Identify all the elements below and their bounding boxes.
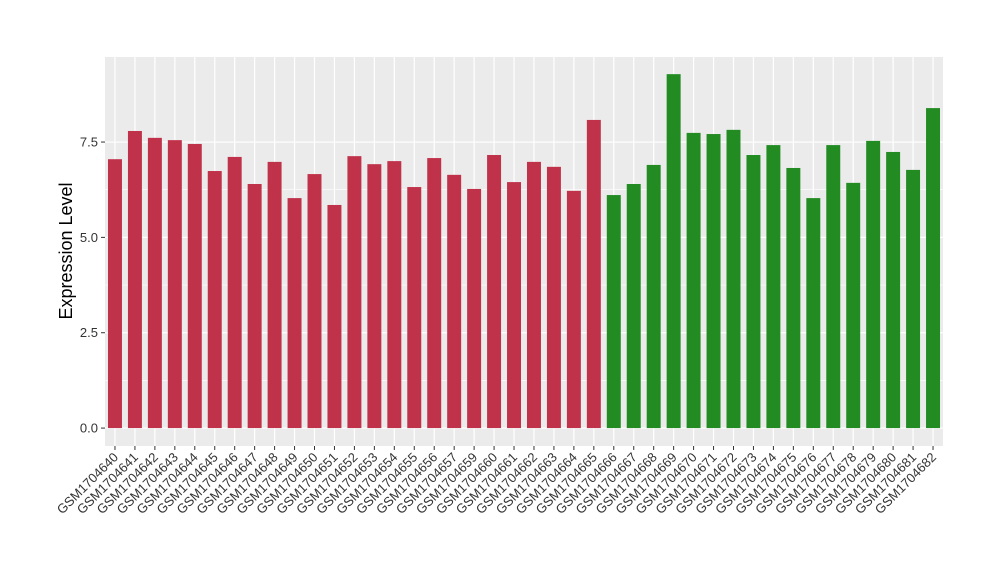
bar — [407, 187, 422, 429]
bar — [327, 204, 342, 429]
bar — [826, 145, 841, 429]
bar — [267, 161, 282, 429]
bar — [207, 171, 222, 429]
y-tick-label: 0.0 — [80, 421, 98, 436]
bar — [367, 164, 382, 429]
bar — [686, 132, 701, 429]
bar — [467, 188, 482, 429]
bar — [726, 129, 741, 429]
bar — [866, 140, 881, 429]
bar — [487, 155, 502, 429]
bar — [447, 174, 462, 429]
y-tick-label: 2.5 — [80, 325, 98, 340]
bar — [886, 151, 901, 429]
bar — [646, 164, 661, 429]
bar — [546, 166, 561, 429]
bar — [227, 156, 242, 429]
bar — [906, 169, 921, 429]
bar — [566, 190, 581, 429]
bar — [926, 108, 941, 429]
y-tick-label: 7.5 — [80, 135, 98, 150]
bar — [247, 183, 262, 429]
bar — [666, 74, 681, 429]
plot-panel — [105, 57, 943, 446]
bar — [786, 167, 801, 429]
bar — [746, 155, 761, 429]
bar — [526, 161, 541, 429]
bar — [706, 134, 721, 429]
bar — [187, 143, 202, 429]
bar — [766, 145, 781, 429]
bar — [287, 198, 302, 429]
y-axis-title: Expression Level — [56, 182, 76, 319]
bar — [846, 182, 861, 429]
bar — [307, 174, 322, 429]
bar — [507, 182, 522, 429]
bar — [127, 130, 142, 429]
bar — [606, 195, 621, 429]
bar — [427, 158, 442, 429]
bar — [626, 183, 641, 429]
bars — [107, 74, 941, 429]
bar — [147, 137, 162, 429]
bar — [107, 159, 122, 429]
bar — [586, 119, 601, 429]
bar — [167, 140, 182, 429]
bar — [806, 198, 821, 429]
bar — [347, 156, 362, 429]
y-tick-label: 5.0 — [80, 230, 98, 245]
bar — [387, 161, 402, 429]
